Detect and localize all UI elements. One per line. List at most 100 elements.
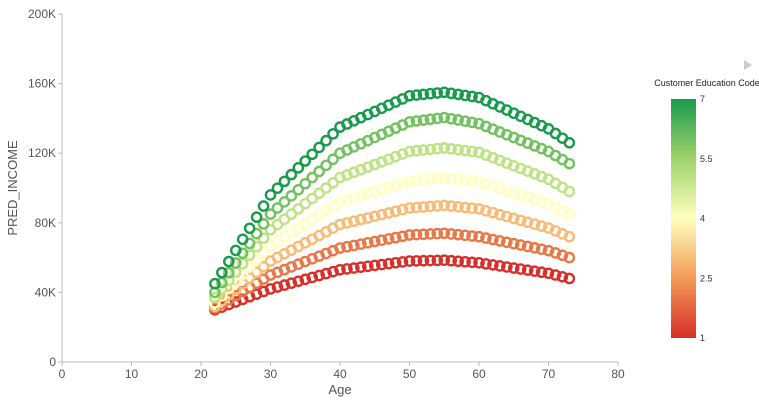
- data-point[interactable]: [466, 90, 478, 103]
- data-point[interactable]: [410, 174, 423, 187]
- data-point[interactable]: [403, 145, 416, 158]
- data-point[interactable]: [382, 181, 395, 194]
- data-point[interactable]: [320, 134, 332, 147]
- data-point[interactable]: [341, 217, 353, 229]
- data-point[interactable]: [348, 191, 360, 204]
- data-point[interactable]: [424, 228, 437, 240]
- data-point[interactable]: [306, 271, 319, 284]
- data-point[interactable]: [417, 201, 430, 213]
- data-point[interactable]: [278, 263, 291, 276]
- data-point[interactable]: [222, 274, 235, 287]
- data-point[interactable]: [438, 86, 451, 99]
- expand-legend-icon[interactable]: [744, 60, 752, 70]
- data-point[interactable]: [507, 212, 520, 225]
- data-point[interactable]: [334, 242, 346, 254]
- data-point[interactable]: [396, 203, 409, 216]
- data-point[interactable]: [487, 206, 499, 219]
- data-point[interactable]: [299, 177, 312, 190]
- data-point[interactable]: [480, 232, 492, 244]
- data-point[interactable]: [403, 175, 416, 187]
- data-point[interactable]: [452, 114, 464, 126]
- data-point[interactable]: [563, 251, 576, 264]
- data-point[interactable]: [368, 158, 381, 171]
- data-point[interactable]: [459, 144, 471, 157]
- data-point[interactable]: [222, 267, 235, 279]
- data-point[interactable]: [285, 190, 298, 202]
- data-point[interactable]: [292, 258, 305, 271]
- data-point[interactable]: [257, 218, 270, 230]
- data-point[interactable]: [264, 189, 277, 201]
- data-point[interactable]: [528, 193, 541, 206]
- data-point[interactable]: [487, 180, 499, 193]
- data-point[interactable]: [494, 235, 506, 247]
- data-point[interactable]: [327, 244, 339, 257]
- data-point[interactable]: [334, 196, 346, 208]
- data-point[interactable]: [466, 230, 478, 242]
- data-point[interactable]: [313, 250, 325, 262]
- data-point[interactable]: [514, 162, 527, 175]
- data-point[interactable]: [563, 208, 576, 220]
- data-point[interactable]: [500, 157, 513, 169]
- data-point[interactable]: [334, 218, 346, 231]
- data-point[interactable]: [368, 210, 381, 223]
- data-point[interactable]: [556, 249, 569, 262]
- data-point[interactable]: [500, 184, 513, 197]
- data-point[interactable]: [403, 202, 416, 214]
- data-point[interactable]: [327, 128, 339, 140]
- data-point[interactable]: [257, 260, 270, 273]
- data-point[interactable]: [563, 230, 576, 243]
- data-point[interactable]: [375, 234, 388, 246]
- data-point[interactable]: [334, 263, 346, 276]
- data-point[interactable]: [250, 227, 263, 240]
- data-point[interactable]: [403, 229, 416, 241]
- data-point[interactable]: [466, 202, 478, 214]
- data-point[interactable]: [250, 211, 263, 223]
- data-point[interactable]: [514, 263, 527, 275]
- data-point[interactable]: [236, 268, 249, 280]
- data-point[interactable]: [375, 258, 388, 271]
- data-point[interactable]: [500, 210, 513, 223]
- data-point[interactable]: [292, 275, 305, 288]
- data-point[interactable]: [507, 237, 520, 250]
- data-point[interactable]: [424, 173, 437, 185]
- data-point[interactable]: [424, 254, 437, 267]
- data-point[interactable]: [396, 256, 409, 268]
- data-point[interactable]: [396, 148, 409, 160]
- data-point[interactable]: [313, 141, 325, 154]
- data-point[interactable]: [452, 173, 464, 186]
- data-point[interactable]: [528, 218, 541, 230]
- data-point[interactable]: [431, 227, 444, 240]
- data-point[interactable]: [459, 201, 471, 214]
- data-point[interactable]: [487, 233, 499, 246]
- data-point[interactable]: [521, 165, 534, 178]
- data-point[interactable]: [257, 246, 270, 259]
- data-point[interactable]: [243, 249, 256, 262]
- data-point[interactable]: [521, 240, 534, 253]
- data-point[interactable]: [438, 254, 451, 267]
- data-point[interactable]: [382, 153, 395, 166]
- data-point[interactable]: [403, 255, 416, 267]
- data-point[interactable]: [445, 172, 458, 185]
- data-point[interactable]: [341, 263, 353, 275]
- data-point[interactable]: [348, 215, 360, 228]
- data-point[interactable]: [348, 262, 360, 274]
- data-point[interactable]: [250, 288, 263, 300]
- data-point[interactable]: [278, 279, 291, 291]
- data-point[interactable]: [521, 216, 534, 229]
- data-point[interactable]: [445, 254, 458, 267]
- data-point[interactable]: [459, 255, 471, 268]
- data-point[interactable]: [299, 155, 312, 167]
- data-point[interactable]: [271, 202, 284, 214]
- data-point[interactable]: [424, 200, 437, 213]
- data-point[interactable]: [417, 254, 430, 267]
- data-point[interactable]: [368, 185, 381, 198]
- data-point[interactable]: [480, 204, 492, 217]
- data-point[interactable]: [542, 267, 555, 280]
- data-point[interactable]: [355, 163, 367, 176]
- data-point[interactable]: [507, 262, 520, 274]
- data-point[interactable]: [563, 272, 576, 285]
- data-point[interactable]: [410, 144, 423, 157]
- data-point[interactable]: [396, 230, 409, 243]
- data-point[interactable]: [452, 88, 464, 101]
- data-point[interactable]: [459, 89, 471, 102]
